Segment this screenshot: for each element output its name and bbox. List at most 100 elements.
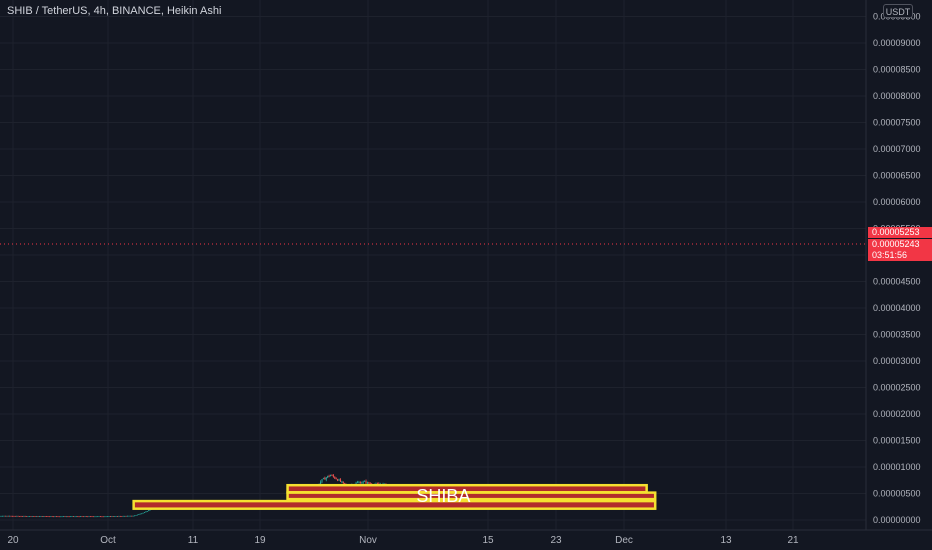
candle-body (4, 515, 6, 517)
candle-body (334, 476, 336, 479)
candle-body (11, 515, 13, 517)
candle-body (38, 516, 40, 517)
candle-body (114, 516, 116, 518)
countdown-tag: 03:51:56 (868, 250, 932, 261)
y-tick-label: 0.00000000 (873, 515, 921, 525)
candle-body (122, 515, 124, 517)
last-price-tag: 0.00005253 (868, 227, 932, 238)
candle-body (68, 516, 70, 518)
candle-body (84, 516, 86, 518)
x-tick-label: 13 (720, 535, 732, 546)
currency-badge[interactable]: USDT (883, 4, 913, 18)
y-tick-label: 0.00002500 (873, 383, 921, 393)
candle-body (54, 516, 56, 518)
candle-body (23, 515, 25, 517)
candle-body (325, 477, 327, 480)
y-tick-label: 0.00009000 (873, 38, 921, 48)
candle-body (328, 475, 330, 477)
candle-body (67, 516, 69, 518)
zone-rect-2[interactable] (286, 491, 657, 501)
candle-body (121, 516, 123, 517)
candle-body (55, 516, 58, 518)
candle-body (115, 516, 117, 517)
candle-body (58, 516, 60, 518)
y-tick-label: 0.00001500 (873, 436, 921, 446)
candle-body (142, 512, 144, 514)
candle-body (10, 515, 12, 517)
candle-body (335, 478, 337, 480)
candle-body (134, 515, 136, 517)
candle-body (3, 515, 5, 517)
candle-body (146, 511, 148, 512)
candle-body (128, 515, 130, 517)
candle-body (324, 478, 326, 480)
candle-body (95, 516, 97, 518)
candle-body (359, 482, 361, 484)
candle-body (70, 516, 72, 518)
candle-body (24, 515, 26, 517)
candle-body (80, 516, 82, 518)
candle-body (109, 516, 111, 518)
candle-body (97, 516, 99, 518)
annotation-text-shiba: SHIBA (416, 486, 470, 506)
y-tick-label: 0.00006000 (873, 197, 921, 207)
candle-body (355, 482, 357, 485)
candle-body (21, 516, 23, 517)
candle-body (43, 516, 45, 517)
zone-rect-3[interactable] (132, 499, 657, 510)
candle-body (88, 516, 90, 518)
candle-body (1, 515, 4, 517)
x-tick-label: 15 (482, 535, 494, 546)
time-axis[interactable]: 20 Oct 11 19 Nov 15 23 Dec 13 21 (7, 535, 799, 546)
candle-body (105, 516, 107, 518)
candle-body (41, 516, 43, 517)
candle-body (322, 478, 324, 480)
candle-body (87, 516, 89, 518)
y-tick-label: 0.00003500 (873, 330, 921, 340)
candle-body (74, 516, 76, 518)
candle-body (101, 516, 103, 518)
candle-body (327, 475, 329, 478)
candle-body (339, 479, 342, 482)
y-tick-label: 0.00003000 (873, 356, 921, 366)
candle-body (107, 516, 109, 518)
candle-body (131, 515, 133, 517)
candle-body (102, 516, 104, 518)
x-tick-label: 21 (787, 535, 799, 546)
x-tick-label: 23 (550, 535, 562, 546)
symbol-title[interactable]: SHIB / TetherUS, 4h, BINANCE, Heikin Ash… (7, 5, 222, 17)
candle-body (77, 516, 79, 518)
x-tick-label: 20 (7, 535, 19, 546)
candle-body (124, 515, 126, 517)
candle-body (13, 515, 15, 517)
candle-body (136, 514, 138, 516)
candle-body (320, 481, 322, 485)
candle-body (85, 516, 87, 518)
x-tick-label: 19 (254, 535, 266, 546)
candle-body (132, 515, 134, 517)
x-tick-label: Oct (100, 535, 116, 546)
grid (0, 0, 866, 530)
candle-body (118, 515, 120, 517)
candle-body (48, 516, 50, 518)
x-tick-label: 11 (188, 535, 199, 546)
candle-body (364, 481, 366, 482)
candle-body (63, 516, 65, 518)
candle-body (40, 516, 42, 517)
candle-body (14, 515, 16, 517)
y-tick-label: 0.00008500 (873, 65, 921, 75)
candle-body (148, 510, 150, 512)
candle-body (82, 516, 84, 518)
candle-body (28, 516, 31, 517)
candle-body (356, 482, 359, 484)
candle-body (6, 515, 8, 517)
candle-body (47, 516, 49, 518)
candle-body (125, 515, 127, 517)
candle-body (358, 482, 360, 484)
candle-body (135, 515, 137, 516)
candle-body (18, 515, 21, 517)
candle-body (342, 481, 344, 483)
candle-body (108, 516, 110, 518)
zones[interactable] (132, 483, 657, 510)
